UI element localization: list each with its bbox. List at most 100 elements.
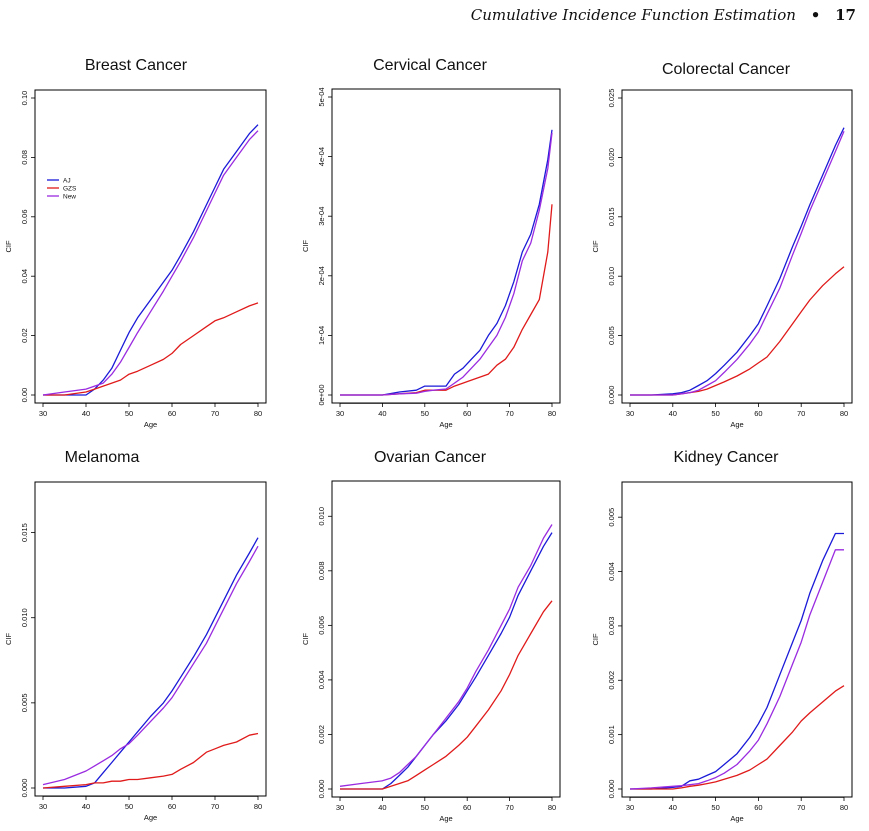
series-line-new bbox=[339, 524, 553, 787]
x-tick-label: 50 bbox=[711, 409, 719, 418]
x-tick-label: 70 bbox=[797, 803, 805, 812]
y-tick-label: 0.001 bbox=[607, 725, 616, 744]
chart-title: Breast Cancer bbox=[85, 57, 188, 74]
series-line-gzs bbox=[43, 302, 259, 396]
x-tick-label: 70 bbox=[505, 409, 513, 418]
series-line-aj bbox=[43, 537, 259, 789]
x-axis-label: Age bbox=[144, 813, 157, 822]
x-tick-label: 40 bbox=[378, 409, 386, 418]
x-tick-label: 30 bbox=[39, 802, 47, 811]
header-separator: • bbox=[810, 6, 821, 24]
series-line-aj bbox=[340, 129, 553, 396]
x-tick-label: 60 bbox=[754, 803, 762, 812]
page-number: 17 bbox=[835, 6, 856, 24]
y-tick-label: 5e-04 bbox=[317, 87, 326, 106]
y-axis-label: CIF bbox=[4, 633, 13, 646]
x-tick-label: 50 bbox=[125, 802, 133, 811]
y-tick-label: 0.002 bbox=[607, 671, 616, 690]
x-tick-label: 50 bbox=[711, 803, 719, 812]
y-tick-label: 0.006 bbox=[317, 616, 326, 635]
y-tick-label: 0.06 bbox=[20, 209, 29, 224]
series-line-gzs bbox=[630, 685, 845, 790]
x-tick-label: 80 bbox=[840, 409, 848, 418]
y-tick-label: 0.005 bbox=[607, 326, 616, 345]
y-tick-label: 0.002 bbox=[317, 725, 326, 744]
chart-panel-1: Breast Cancer 30 40 50 60 70 80 Age 0.00 0.02 0.04… bbox=[4, 57, 267, 429]
y-axis-label: CIF bbox=[4, 240, 13, 253]
series-line-aj bbox=[340, 532, 553, 790]
y-axis-label: CIF bbox=[301, 240, 310, 253]
plot-frame bbox=[621, 481, 853, 798]
x-tick-label: 30 bbox=[336, 803, 344, 812]
page-header: Cumulative Incidence Function Estimation… bbox=[0, 6, 856, 24]
legend-label: AJ bbox=[63, 178, 71, 185]
plot-frame bbox=[621, 89, 853, 404]
series-line-gzs bbox=[340, 204, 553, 396]
y-tick-label: 3e-04 bbox=[317, 207, 326, 226]
x-tick-label: 60 bbox=[463, 409, 471, 418]
chart-panel-4: Melanoma 30 40 50 60 70 80 Age 0.000 0.005 0.010 0.… bbox=[4, 449, 267, 822]
y-axis-label: CIF bbox=[591, 633, 600, 646]
y-tick-label: 1e-04 bbox=[317, 326, 326, 345]
plot-frame bbox=[34, 481, 267, 797]
y-tick-label: 0.003 bbox=[607, 617, 616, 636]
series-line-new bbox=[340, 132, 553, 396]
x-tick-label: 30 bbox=[626, 803, 634, 812]
chart-panel-2: Cervical Cancer 30 40 50 60 70 80 Age 0e+00 1e-04… bbox=[301, 57, 561, 429]
y-tick-label: 0.000 bbox=[607, 386, 616, 405]
y-tick-label: 0e+00 bbox=[317, 384, 326, 405]
y-tick-label: 0.010 bbox=[607, 267, 616, 286]
x-tick-label: 70 bbox=[211, 409, 219, 418]
y-tick-label: 2e-04 bbox=[317, 266, 326, 285]
chart-panel-3: Colorectal Cancer 30 40 50 60 70 80 Age 0.000 0.0… bbox=[591, 61, 853, 429]
chart-panel-5: Ovarian Cancer 30 40 50 60 70 80 Age 0.000 0.002 0… bbox=[301, 449, 561, 823]
x-axis-label: Age bbox=[730, 814, 743, 823]
y-tick-label: 0.005 bbox=[607, 508, 616, 527]
y-tick-label: 0.000 bbox=[607, 780, 616, 799]
series-line-gzs bbox=[42, 732, 259, 789]
x-tick-label: 50 bbox=[421, 803, 429, 812]
series-line-new bbox=[42, 130, 259, 396]
x-tick-label: 70 bbox=[211, 802, 219, 811]
chart-title: Cervical Cancer bbox=[373, 57, 487, 74]
y-tick-label: 0.10 bbox=[20, 91, 29, 106]
chart-title: Colorectal Cancer bbox=[662, 61, 791, 78]
x-tick-label: 30 bbox=[336, 409, 344, 418]
series-line-new bbox=[42, 545, 259, 786]
x-tick-label: 60 bbox=[754, 409, 762, 418]
x-tick-label: 60 bbox=[463, 803, 471, 812]
x-tick-label: 80 bbox=[254, 409, 262, 418]
y-tick-label: 0.08 bbox=[20, 150, 29, 165]
x-tick-label: 80 bbox=[840, 803, 848, 812]
header-title: Cumulative Incidence Function Estimation bbox=[470, 6, 796, 24]
x-axis-label: Age bbox=[730, 420, 743, 429]
x-tick-label: 50 bbox=[125, 409, 133, 418]
y-tick-label: 0.005 bbox=[20, 693, 29, 712]
y-tick-label: 0.015 bbox=[607, 207, 616, 226]
legend-label: New bbox=[63, 194, 76, 201]
x-axis-label: Age bbox=[144, 420, 157, 429]
x-tick-label: 30 bbox=[626, 409, 634, 418]
y-tick-label: 0.004 bbox=[317, 671, 326, 690]
series-line-gzs bbox=[630, 266, 845, 396]
y-axis-label: CIF bbox=[301, 633, 310, 646]
x-tick-label: 60 bbox=[168, 409, 176, 418]
x-tick-label: 60 bbox=[168, 802, 176, 811]
x-tick-label: 40 bbox=[669, 803, 677, 812]
series-line-new bbox=[629, 549, 844, 790]
y-tick-label: 0.015 bbox=[20, 523, 29, 542]
chart-title: Melanoma bbox=[65, 449, 140, 466]
y-tick-label: 0.04 bbox=[20, 269, 29, 284]
chart-panel-6: Kidney Cancer 30 40 50 60 70 80 Age 0.000 0.001 0.… bbox=[591, 449, 853, 823]
chart-title: Kidney Cancer bbox=[674, 449, 780, 466]
y-axis-label: CIF bbox=[591, 240, 600, 253]
y-tick-label: 0.020 bbox=[607, 148, 616, 167]
x-tick-label: 30 bbox=[39, 409, 47, 418]
y-tick-label: 0.000 bbox=[20, 779, 29, 798]
x-tick-label: 40 bbox=[378, 803, 386, 812]
y-tick-label: 0.000 bbox=[317, 780, 326, 799]
x-tick-label: 80 bbox=[548, 803, 556, 812]
x-tick-label: 80 bbox=[548, 409, 556, 418]
